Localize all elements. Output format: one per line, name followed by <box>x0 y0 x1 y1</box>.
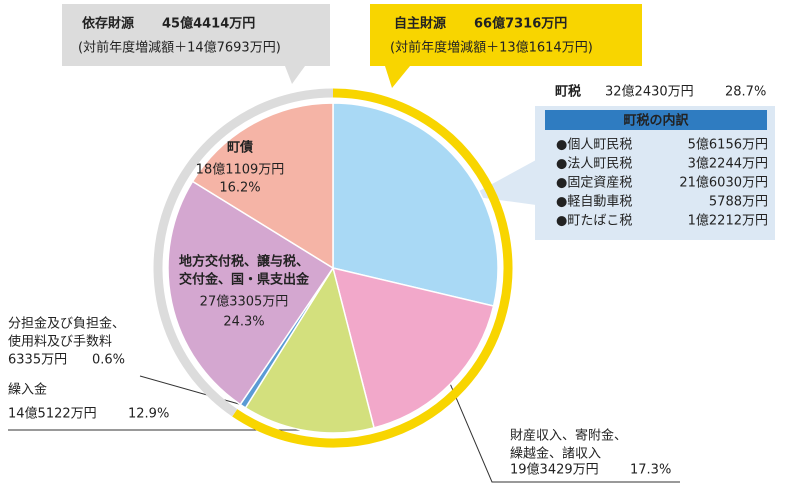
group-box <box>62 4 330 66</box>
breakdown-name: ●法人町民税 <box>556 157 632 172</box>
group-amount: 45億4414万円 <box>162 16 255 32</box>
breakdown-name: ●個人町民税 <box>556 138 632 153</box>
group-box <box>370 4 642 66</box>
slice-amount: 18億1109万円 <box>196 162 285 178</box>
pointer <box>285 66 305 84</box>
group-change: (対前年度増減額＋13億1614万円) <box>390 40 593 56</box>
slice-amount: 27億3305万円 <box>200 294 289 310</box>
breakdown-amount: 5億6156万円 <box>688 137 768 153</box>
pointer <box>385 66 410 88</box>
slice-percent: 0.6% <box>92 353 125 368</box>
breakdown-name: ●町たばこ税 <box>556 214 632 229</box>
slice-name: 使用料及び手数料 <box>8 334 112 350</box>
slice-percent: 28.7% <box>725 85 766 100</box>
slice-name: 分担金及び負担金、 <box>8 316 125 332</box>
slice-percent: 17.3% <box>630 463 671 478</box>
slice <box>191 102 334 270</box>
slice <box>244 266 375 434</box>
breakdown-title: 町税の内訳 <box>623 113 689 129</box>
slice-amount: 6335万円 <box>8 353 67 368</box>
breakdown-amount: 1億2212万円 <box>688 213 768 229</box>
group-arc <box>153 88 334 417</box>
group-name: 依存財源 <box>82 16 134 32</box>
slice-amount: 19億3429万円 <box>510 462 599 478</box>
breakdown-header <box>545 110 767 130</box>
slice-name: 町税 <box>555 84 581 100</box>
breakdown-amount: 3億2244万円 <box>688 156 768 172</box>
leader-line <box>439 359 680 483</box>
group-amount: 66億7316万円 <box>474 16 567 32</box>
slice <box>332 102 499 307</box>
breakdown-name: ●固定資産税 <box>556 175 632 191</box>
slice-percent: 24.3% <box>223 315 264 330</box>
pointer <box>470 160 536 205</box>
breakdown-name: ●軽自動車税 <box>556 195 632 210</box>
leader-line <box>139 375 247 407</box>
slice-name: 交付金、国・県支出金 <box>179 272 310 288</box>
slice-name: 財産収入、寄附金、 <box>510 428 627 444</box>
slice-percent: 16.2% <box>219 181 260 196</box>
slice-amount: 14億5122万円 <box>8 406 97 422</box>
slice-amount: 32億2430万円 <box>605 84 694 100</box>
group-arc <box>232 88 513 448</box>
slice <box>167 180 335 406</box>
slice-name: 地方交付税、譲与税、 <box>179 254 309 270</box>
breakdown-amount: 5788万円 <box>709 195 768 210</box>
group-change: (対前年度増減額＋14億7693万円) <box>78 40 281 56</box>
slice <box>331 266 495 429</box>
slice-name: 町債 <box>227 140 253 156</box>
group-name: 自主財源 <box>394 16 446 32</box>
slice-name: 繰入金 <box>8 382 47 398</box>
breakdown-amount: 21億6030万円 <box>679 175 768 191</box>
slice-name: 繰越金、諸収入 <box>510 446 601 462</box>
slice-percent: 12.9% <box>128 407 169 422</box>
